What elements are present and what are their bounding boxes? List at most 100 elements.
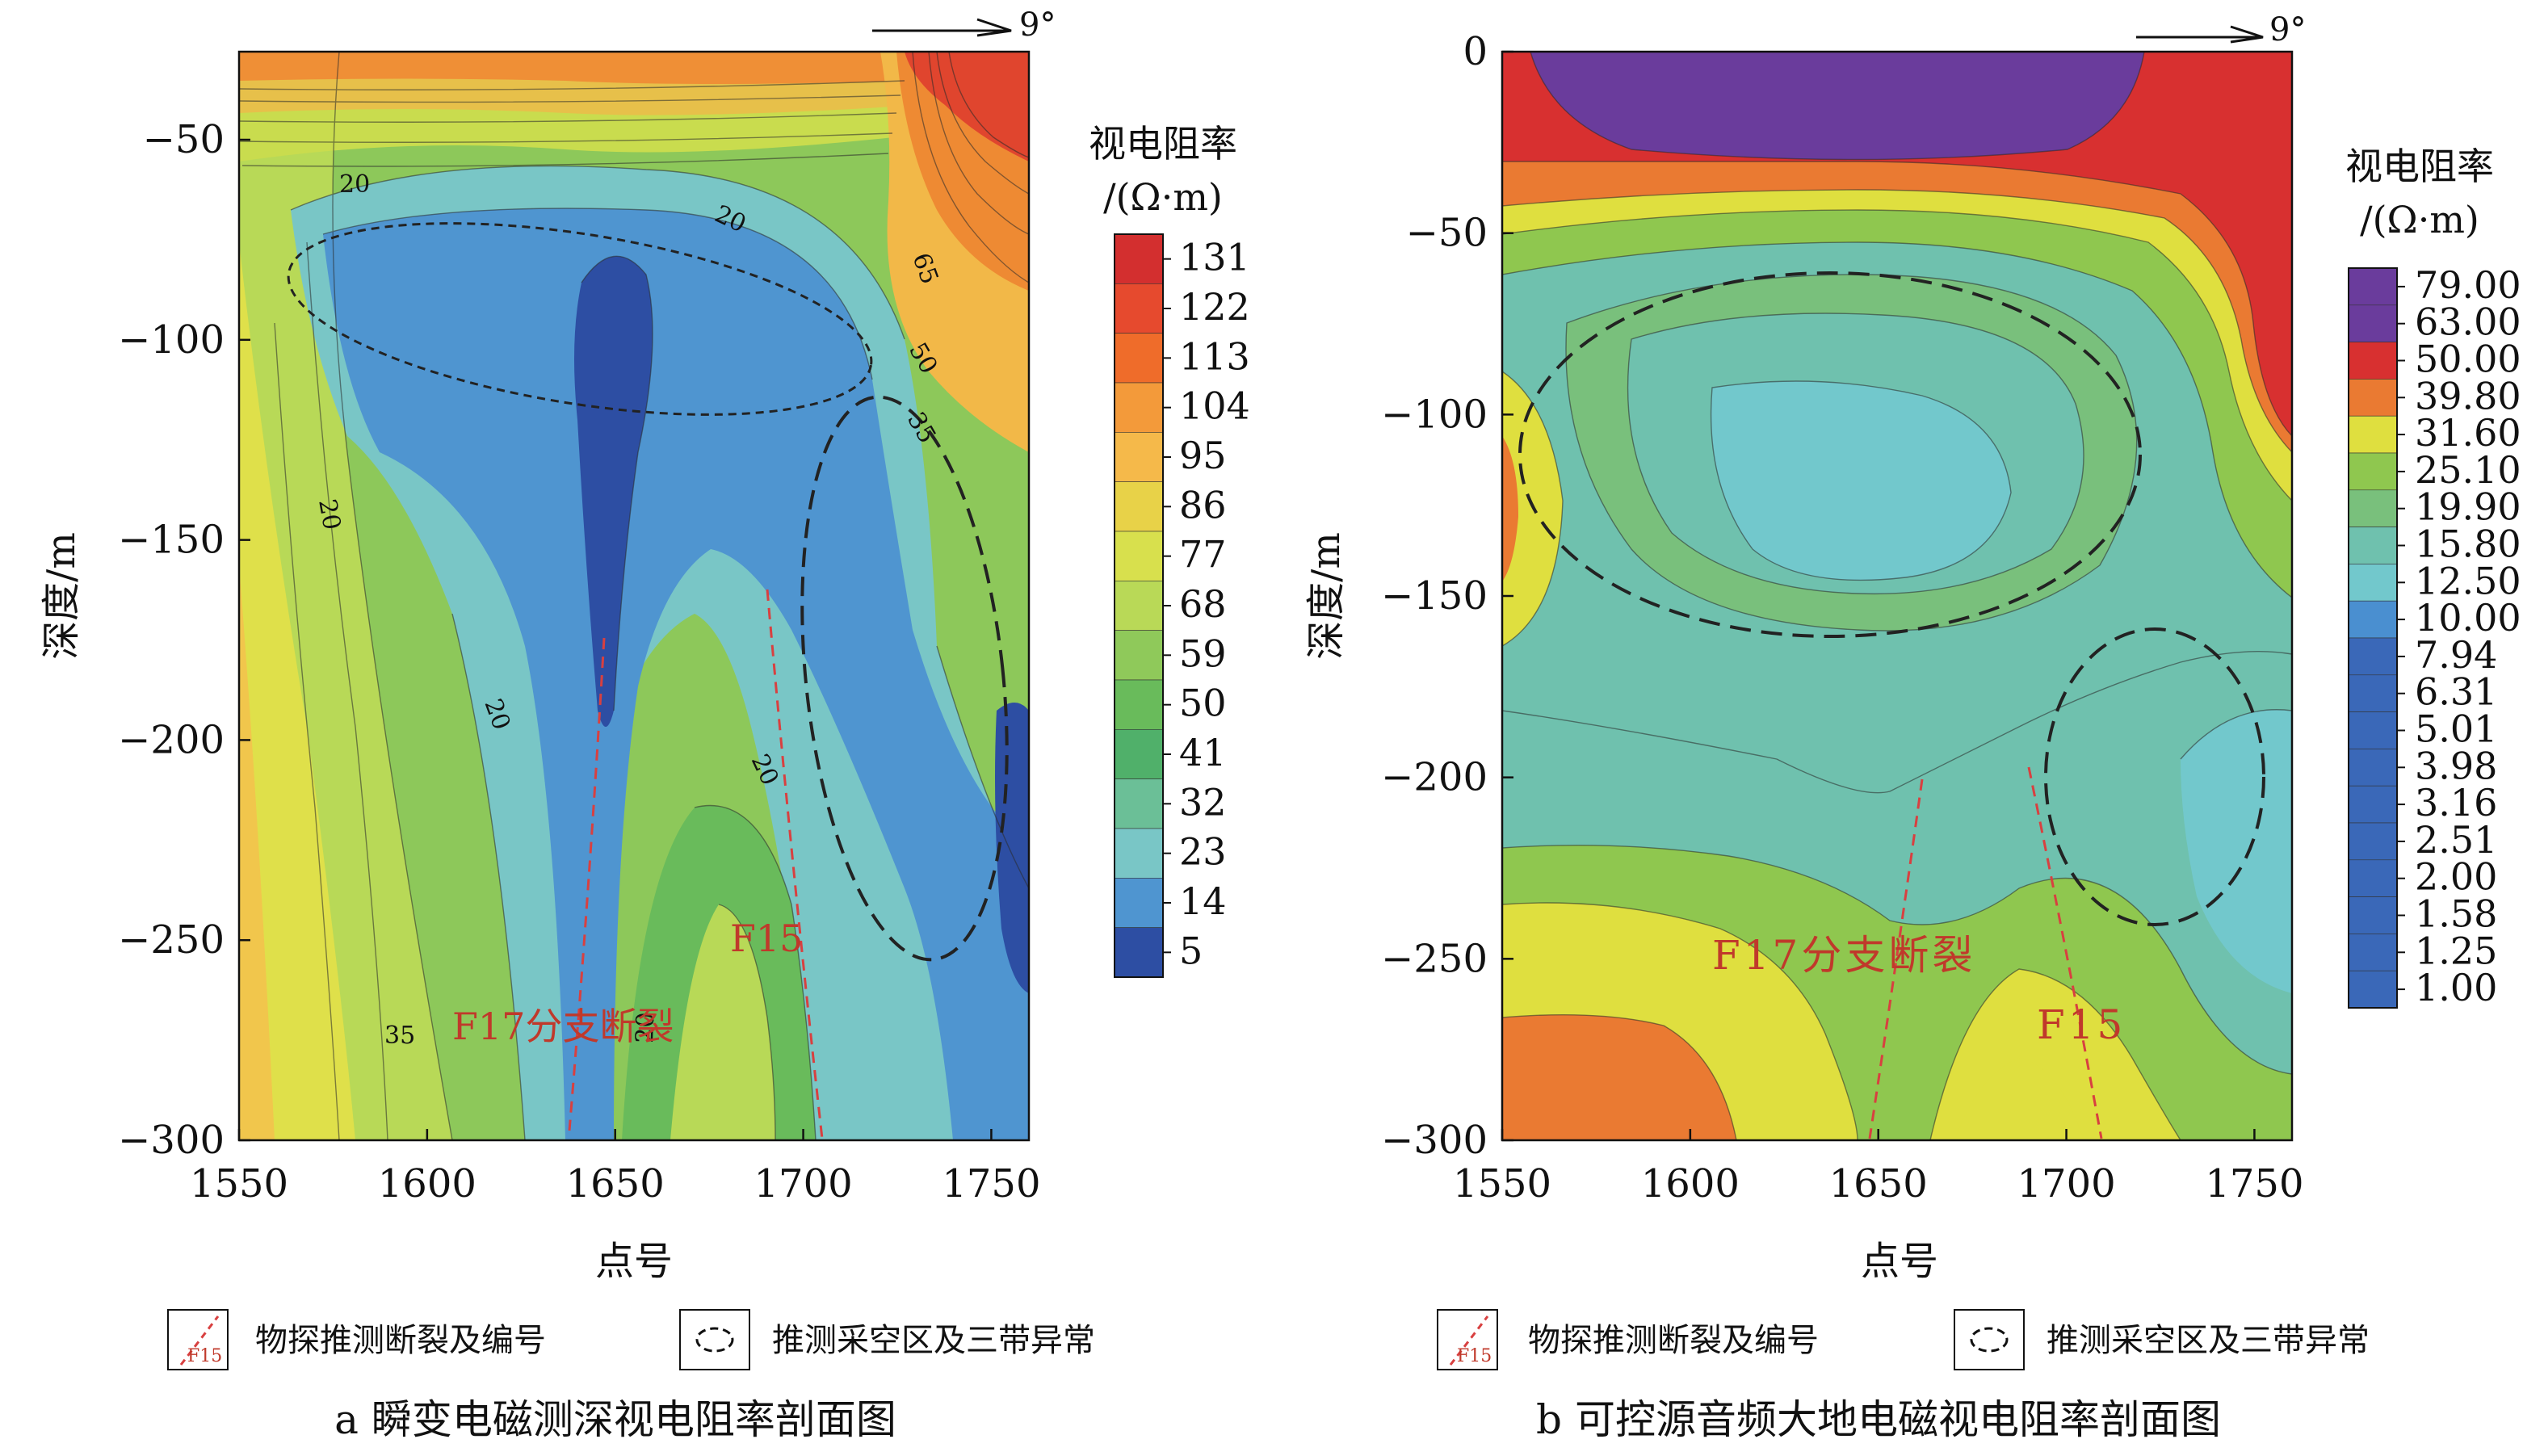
colorbar-swatch (1114, 481, 1164, 532)
colorbar-label: 95 (1179, 434, 1227, 477)
legend-a: F15 物探推测断裂及编号 推测采空区及三带异常 (167, 1309, 1095, 1370)
x-tick-label: 1650 (1829, 1161, 1928, 1206)
y-tick-label: −100 (118, 317, 225, 363)
y-tick-label: −150 (1381, 573, 1488, 619)
fault-line-f17-a (568, 637, 606, 1131)
colorbar-swatch (2348, 674, 2398, 712)
panel-b-field (1502, 52, 2292, 1140)
colorbar-label: 5.01 (2415, 707, 2497, 751)
colorbar-swatch (2348, 267, 2398, 306)
fault-legend-label: 物探推测断裂及编号 (255, 1322, 546, 1359)
colorbar-swatch (1114, 382, 1164, 433)
fault-line-f15-b (2027, 766, 2103, 1139)
colorbar-swatch (1114, 778, 1164, 829)
colorbar-swatch (1114, 581, 1164, 631)
colorbar-label: 113 (1179, 334, 1250, 378)
fault-line-f17-b (1868, 778, 1924, 1139)
colorbar-label: 77 (1179, 533, 1227, 577)
y-tick-label: −50 (143, 117, 225, 162)
colorbar-swatch (2348, 304, 2398, 342)
colorbar-label: 50.00 (2415, 338, 2521, 381)
goaf-legend-icon (1954, 1309, 2025, 1370)
y-tick-label: −100 (1381, 392, 1488, 437)
colorbar-label: 68 (1179, 582, 1227, 626)
colorbar-swatch (2348, 379, 2398, 417)
fault-label-f15-b: F15 (2037, 1001, 2126, 1048)
colorbar-swatch (2348, 785, 2398, 824)
colorbar-label: 79.00 (2415, 263, 2521, 307)
colorbar-swatch (1114, 878, 1164, 928)
colorbar-swatch (2348, 637, 2398, 676)
colorbar-swatch (1114, 729, 1164, 779)
colorbar-swatch (2348, 600, 2398, 639)
caption-b: b 可控源音频大地电磁视电阻率剖面图 (1536, 1396, 2221, 1443)
fault-label-f17-a: F17分支断裂 (452, 1005, 674, 1048)
colorbar-swatch (2348, 859, 2398, 897)
colorbar-swatch (1114, 432, 1164, 482)
x-axis-label-b: 点号 (1861, 1239, 1938, 1284)
x-tick-label: 1600 (1641, 1161, 1740, 1206)
colorbar-swatch (2348, 822, 2398, 861)
colorbar-title-a: 视电阻率 (1089, 122, 1237, 166)
fault-legend-icon-text: F15 (187, 1346, 222, 1366)
colorbar-label: 31.60 (2415, 411, 2521, 455)
colorbar-swatch (1114, 233, 1164, 284)
fault-label-f17-b: F17分支断裂 (1712, 932, 1975, 979)
fault-legend-label: 物探推测断裂及编号 (1528, 1322, 1819, 1359)
plot-frame-a (237, 50, 1031, 1142)
colorbar-swatch (2348, 415, 2398, 454)
colorbar-swatch (2348, 527, 2398, 564)
direction-arrow-b: 9° (2136, 11, 2306, 48)
fault-line-f15-a (766, 589, 824, 1139)
colorbar-label: 12.50 (2415, 559, 2521, 602)
colorbar-b: 79.0063.0050.0039.8031.6025.1019.9015.80… (2348, 263, 2521, 1009)
colorbar-label: 122 (1179, 285, 1250, 329)
colorbar-label: 7.94 (2415, 633, 2497, 677)
colorbar-swatch (2348, 749, 2398, 787)
colorbar-label: 131 (1179, 236, 1250, 279)
direction-arrow-a: 9° (872, 6, 1056, 44)
goaf-legend-label: 推测采空区及三带异常 (772, 1322, 1095, 1359)
fault-label-f15-a: F15 (730, 917, 803, 960)
goaf-ellipse-b1 (1518, 271, 2142, 638)
y-tick-label: −50 (1406, 211, 1488, 256)
colorbar-label: 3.16 (2415, 781, 2497, 825)
y-tick-label: −300 (1381, 1118, 1488, 1163)
x-tick-label: 1700 (754, 1161, 852, 1206)
colorbar-swatch (2348, 489, 2398, 527)
goaf-ellipse-a2 (800, 395, 1009, 962)
colorbar-label: 59 (1179, 631, 1227, 675)
y-tick-label: −250 (1381, 936, 1488, 981)
colorbar-swatch (2348, 711, 2398, 749)
colorbar-frame (2348, 267, 2398, 1009)
colorbar-label: 2.00 (2415, 855, 2497, 899)
x-tick-label: 1700 (2017, 1161, 2115, 1206)
colorbar-label: 2.51 (2415, 818, 2497, 862)
caption-a: a 瞬变电磁测深视电阻率剖面图 (334, 1396, 896, 1443)
colorbar-label: 15.80 (2415, 522, 2521, 566)
axes-a: 1550 1600 1650 1700 1750 −50 −100 −150 −200 −250 −… (118, 117, 1040, 1206)
y-tick-label: −200 (1381, 755, 1488, 800)
fault-legend-icon: F15 (167, 1309, 229, 1370)
x-tick-label: 1550 (190, 1161, 288, 1206)
colorbar-swatch (1114, 679, 1164, 730)
x-tick-label: 1750 (942, 1161, 1040, 1206)
goaf-ellipse-a1 (287, 222, 873, 416)
panel-a: 20 20 20 20 20 20 35 50 65 35 F17分支断裂 F1… (39, 6, 1250, 1284)
fault-legend-icon: F15 (1437, 1309, 1498, 1370)
x-tick-label: 1600 (378, 1161, 476, 1206)
colorbar-label: 41 (1179, 731, 1227, 774)
y-axis-label-a: 深度/m (39, 532, 84, 660)
colorbar-swatch (1114, 531, 1164, 581)
colorbar-swatch (2348, 564, 2398, 602)
colorbar-label: 63.00 (2415, 300, 2521, 344)
colorbar-label: 25.10 (2415, 448, 2521, 492)
panel-a-field (239, 52, 1029, 1140)
colorbar-label: 6.31 (2415, 670, 2497, 714)
direction-label-b: 9° (2269, 11, 2306, 48)
colorbar-label: 1.00 (2415, 966, 2497, 1009)
x-tick-label: 1650 (566, 1161, 665, 1206)
contour-label: 20 (339, 170, 370, 199)
y-tick-label: 0 (1463, 29, 1488, 74)
x-tick-label: 1550 (1453, 1161, 1551, 1206)
